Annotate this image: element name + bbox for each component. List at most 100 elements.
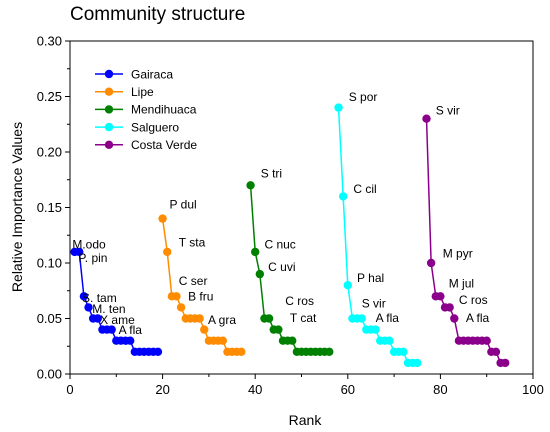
data-point <box>371 325 380 334</box>
point-annotation: A fla <box>376 311 400 325</box>
data-point <box>399 347 408 356</box>
data-point <box>385 336 394 345</box>
data-point <box>255 269 265 279</box>
y-tick-label: 0.20 <box>37 145 62 160</box>
x-axis-label: Rank <box>289 412 323 428</box>
point-annotation: C uvi <box>268 260 295 274</box>
y-tick-label: 0.05 <box>37 311 62 326</box>
x-tick-label: 100 <box>522 382 544 397</box>
legend-label: Gairaca <box>131 67 173 81</box>
legend-item: Salguero <box>95 120 179 134</box>
y-tick-label: 0.30 <box>37 34 62 49</box>
x-tick-label: 40 <box>248 382 262 397</box>
legend: Gairaca Lipe Mendihuaca Salguero Costa Verde <box>95 67 197 152</box>
legend-marker <box>104 105 114 114</box>
point-annotation: M jul <box>449 276 474 290</box>
point-annotation: M. ten <box>92 302 125 316</box>
series-layer <box>70 103 510 368</box>
axes: 0.00 0.05 0.10 0.15 0.20 0.25 0.30 0 20 40 60 80 100 <box>37 34 544 398</box>
point-annotation: P hal <box>357 271 384 285</box>
legend-item: Mendihuaca <box>95 103 197 117</box>
data-point <box>274 325 283 334</box>
data-point <box>325 347 334 356</box>
point-annotation: C nuc <box>264 238 295 252</box>
series-salguero <box>334 103 422 368</box>
point-annotation: C ros <box>459 293 488 307</box>
chart-title: Community structure <box>70 4 246 25</box>
point-annotation: C cil <box>353 182 376 196</box>
data-point <box>334 103 343 112</box>
legend-label: Salguero <box>131 120 179 134</box>
data-point <box>288 336 297 345</box>
legend-label: Lipe <box>131 85 154 99</box>
y-tick-label: 0.10 <box>37 256 62 271</box>
data-point <box>491 347 501 356</box>
point-annotation: S vir <box>436 103 460 117</box>
point-annotation: M.odo <box>72 238 106 252</box>
series-gairaca <box>70 247 163 356</box>
data-point <box>84 303 93 312</box>
data-point <box>357 314 366 323</box>
x-tick-label: 0 <box>66 382 73 397</box>
data-point <box>195 314 204 323</box>
point-annotation: T cat <box>290 311 317 325</box>
data-point <box>153 347 163 356</box>
point-annotation: A fla <box>119 323 143 337</box>
series-lipe <box>158 214 246 356</box>
point-annotation: A gra <box>208 313 236 327</box>
legend-label: Costa Verde <box>131 138 197 152</box>
data-point <box>79 292 89 301</box>
point-annotation: C ros <box>285 294 314 308</box>
series-line <box>425 118 506 364</box>
data-point <box>426 258 436 268</box>
series-mendihuaca <box>246 181 334 356</box>
legend-item: Gairaca <box>95 67 173 81</box>
data-point <box>436 292 445 301</box>
x-tick-label: 60 <box>341 382 355 397</box>
data-point <box>501 358 510 368</box>
data-point <box>482 336 491 345</box>
data-point <box>343 281 352 290</box>
data-point <box>450 314 459 323</box>
point-annotation: P. pin <box>78 251 107 265</box>
point-annotation: T sta <box>179 235 206 249</box>
data-point <box>107 325 116 334</box>
legend-item: Costa Verde <box>95 138 197 152</box>
point-annotation: A fla <box>466 311 490 325</box>
data-point <box>93 314 102 323</box>
x-tick-label: 80 <box>433 382 447 397</box>
data-point <box>158 214 167 223</box>
point-annotation: S vir <box>362 296 386 310</box>
data-point <box>413 358 422 368</box>
data-point <box>338 192 348 201</box>
data-point <box>125 336 135 345</box>
legend-marker <box>104 87 114 96</box>
data-point <box>163 247 172 257</box>
legend-marker <box>104 122 114 132</box>
data-point <box>172 292 181 301</box>
data-point <box>422 114 431 123</box>
series-costa-verde <box>422 114 510 368</box>
y-tick-label: 0.15 <box>37 200 62 215</box>
legend-marker <box>104 140 114 149</box>
data-point <box>200 325 209 334</box>
data-point <box>237 347 246 356</box>
legend-label: Mendihuaca <box>131 103 197 117</box>
data-point <box>218 336 227 345</box>
y-tick-label: 0.25 <box>37 89 62 104</box>
y-axis-label: Relative Importance Values <box>9 122 25 292</box>
x-tick-label: 20 <box>155 382 169 397</box>
data-point <box>246 181 255 190</box>
point-annotation: C ser <box>179 274 208 288</box>
data-point <box>445 303 454 312</box>
point-annotation: S tri <box>261 167 282 181</box>
data-point <box>264 314 274 323</box>
y-tick-label: 0.00 <box>37 367 62 382</box>
point-annotation: X ame <box>100 313 135 327</box>
point-annotation: S por <box>349 90 378 104</box>
data-point <box>75 247 84 257</box>
data-point <box>251 247 260 257</box>
point-annotation: P dul <box>170 198 197 212</box>
